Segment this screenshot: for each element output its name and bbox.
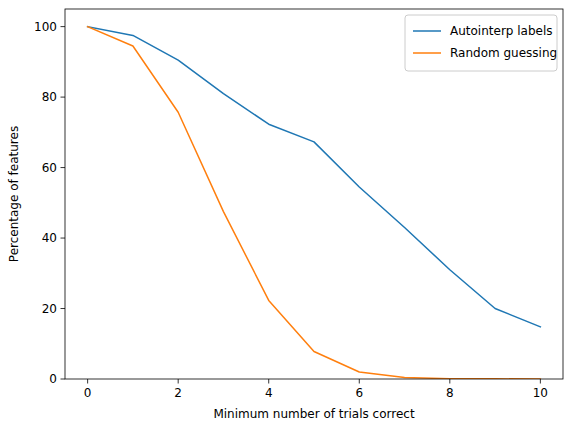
legend-swatch xyxy=(413,52,441,54)
y-tick-label: 20 xyxy=(42,302,57,316)
x-tick xyxy=(87,379,88,384)
x-tick-label: 2 xyxy=(174,386,182,400)
background xyxy=(0,0,571,432)
x-tick-label: 10 xyxy=(533,386,548,400)
chart-svg: 0246810020406080100Minimum number of tri… xyxy=(0,0,571,432)
y-tick-label: 0 xyxy=(49,372,57,386)
x-tick xyxy=(540,379,541,384)
legend-label: Autointerp labels xyxy=(450,24,553,38)
y-tick xyxy=(61,308,66,309)
y-tick-label: 40 xyxy=(42,231,57,245)
y-tick xyxy=(61,26,66,27)
y-tick-label: 100 xyxy=(34,20,57,34)
legend-label: Random guessing xyxy=(450,46,557,60)
x-tick xyxy=(178,379,179,384)
legend-swatch xyxy=(413,30,441,32)
y-axis-label: Percentage of features xyxy=(7,126,21,262)
x-tick xyxy=(359,379,360,384)
series-line xyxy=(88,27,541,379)
y-tick xyxy=(61,167,66,168)
y-tick xyxy=(61,238,66,239)
y-tick-label: 80 xyxy=(42,90,57,104)
y-tick xyxy=(61,97,66,98)
legend-box xyxy=(405,15,557,71)
x-tick xyxy=(449,379,450,384)
series-line xyxy=(88,27,541,327)
series-group xyxy=(88,27,541,379)
x-tick-label: 4 xyxy=(265,386,273,400)
x-axis-label: Minimum number of trials correct xyxy=(213,407,414,421)
axes-frame xyxy=(65,9,563,379)
x-tick-label: 6 xyxy=(355,386,363,400)
x-tick-label: 8 xyxy=(446,386,454,400)
x-tick-label: 0 xyxy=(84,386,92,400)
x-tick xyxy=(268,379,269,384)
y-tick xyxy=(61,379,66,380)
legend: Autointerp labels Random guessing xyxy=(405,15,557,71)
chart-root: 0246810020406080100Minimum number of tri… xyxy=(0,0,571,432)
y-tick-label: 60 xyxy=(42,161,57,175)
